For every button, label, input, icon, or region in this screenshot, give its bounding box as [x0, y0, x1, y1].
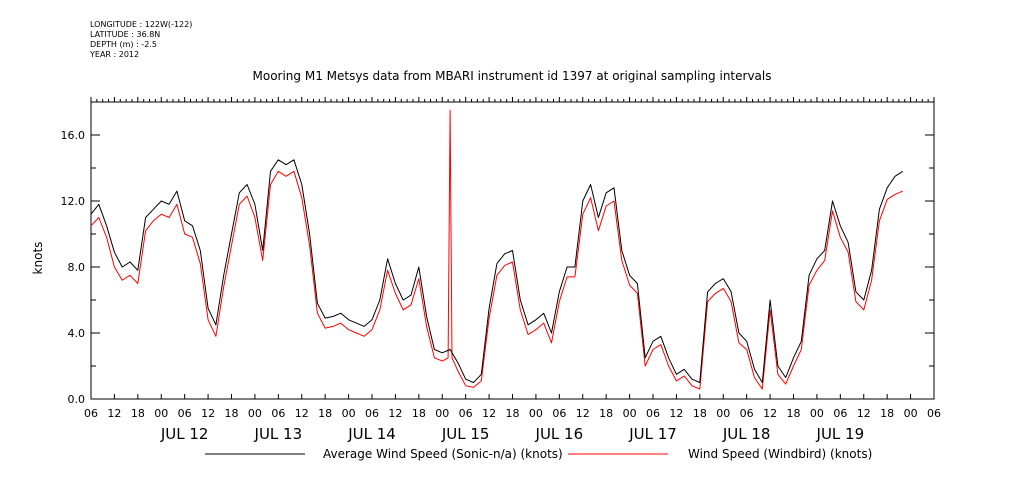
x-tick-label: 06: [552, 407, 566, 420]
y-axis-ticks: 0.0 4.0 8.0 12.0 16.0: [61, 101, 934, 406]
legend-label-average-wind: Average Wind Speed (Sonic-n/a) (knots): [323, 447, 563, 461]
x-tick-label: 12: [295, 407, 309, 420]
x-tick-label: 00: [623, 407, 637, 420]
x-tick-label: 18: [318, 407, 332, 420]
year-label: YEAR : 2012: [90, 50, 140, 59]
x-tick-label: 18: [506, 407, 520, 420]
x-tick-label: 00: [810, 407, 824, 420]
longitude-label: LONGITUDE : 122W(-122): [90, 20, 193, 29]
x-tick-label: 06: [365, 407, 379, 420]
series-line-windbird: [90, 109, 903, 390]
x-tick-label: 12: [482, 407, 496, 420]
y-tick-label: 0.0: [68, 393, 86, 406]
x-tick-label: 18: [131, 407, 145, 420]
x-tick-label: 12: [107, 407, 121, 420]
metadata-block: LONGITUDE : 122W(-122) LATITUDE : 36.8N …: [90, 20, 192, 60]
x-tick-label: 00: [529, 407, 543, 420]
x-tick-label: 00: [154, 407, 168, 420]
x-tick-label: 18: [787, 407, 801, 420]
x-tick-label: 00: [716, 407, 730, 420]
x-day-label: JUL 15: [441, 425, 490, 443]
x-tick-label: 12: [857, 407, 871, 420]
x-tick-label: 06: [927, 407, 941, 420]
x-tick-label: 06: [84, 407, 98, 420]
x-tick-label: 12: [763, 407, 777, 420]
x-tick-label: 06: [740, 407, 754, 420]
x-tick-label: 06: [178, 407, 192, 420]
x-tick-label: 18: [880, 407, 894, 420]
x-tick-label: 00: [248, 407, 262, 420]
y-tick-label: 8.0: [68, 261, 86, 274]
x-tick-label: 00: [342, 407, 356, 420]
y-tick-label: 12.0: [61, 195, 86, 208]
y-axis-label: knots: [31, 242, 45, 275]
x-tick-label: 12: [669, 407, 683, 420]
x-tick-label: 12: [576, 407, 590, 420]
x-day-label: JUL 12: [160, 425, 209, 443]
x-day-label: JUL 14: [347, 425, 396, 443]
x-tick-label: 00: [904, 407, 918, 420]
x-day-label: JUL 13: [254, 425, 303, 443]
x-day-label: JUL 18: [722, 425, 771, 443]
x-day-label: JUL 17: [628, 425, 677, 443]
chart-title: Mooring M1 Metsys data from MBARI instru…: [253, 69, 772, 83]
latitude-label: LATITUDE : 36.8N: [90, 30, 161, 39]
x-tick-label: 12: [201, 407, 215, 420]
depth-label: DEPTH (m) : -2.5: [90, 40, 157, 49]
x-tick-label: 18: [599, 407, 613, 420]
series-line-average-wind: [90, 159, 904, 383]
x-day-label: JUL 16: [535, 425, 584, 443]
x-tick-label: 06: [833, 407, 847, 420]
series-layer: [90, 109, 904, 390]
y-tick-label: 4.0: [68, 327, 86, 340]
x-axis-ticks: 06 12 18 00 06 12 18 00 06 12 18 00 06 12 18 00 06 12 18 00…: [84, 97, 941, 443]
x-day-label: JUL 19: [816, 425, 865, 443]
x-tick-label: 18: [225, 407, 239, 420]
x-tick-label: 00: [435, 407, 449, 420]
x-tick-label: 18: [412, 407, 426, 420]
x-tick-label: 18: [693, 407, 707, 420]
x-tick-label: 06: [646, 407, 660, 420]
x-tick-label: 12: [388, 407, 402, 420]
x-tick-label: 06: [271, 407, 285, 420]
legend-label-windbird: Wind Speed (Windbird) (knots): [688, 447, 872, 461]
legend: Average Wind Speed (Sonic-n/a) (knots) W…: [205, 447, 872, 461]
x-tick-label: 06: [459, 407, 473, 420]
y-tick-label: 16.0: [61, 129, 86, 142]
